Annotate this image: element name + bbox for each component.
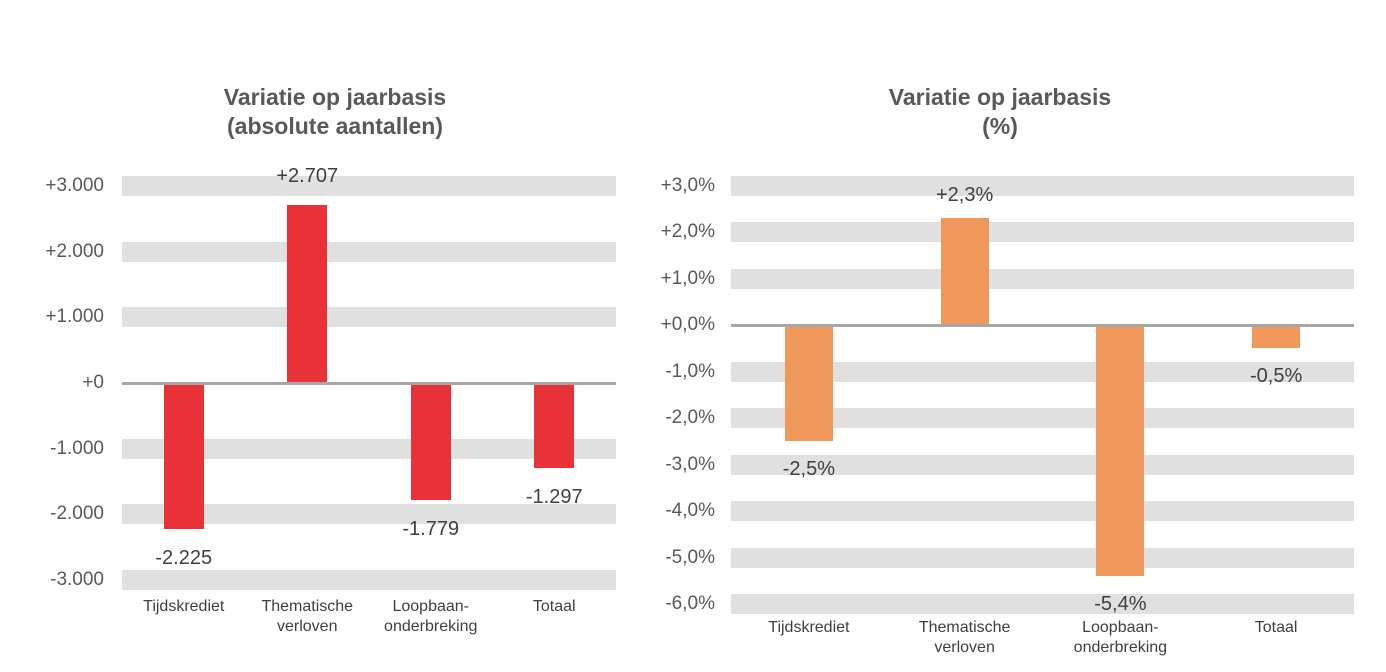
gridline-band xyxy=(731,454,1354,475)
chart-title-line2: (absolute aantallen) xyxy=(227,113,443,139)
gridline-band xyxy=(731,222,1354,242)
y-axis-tick-label: +3,0% xyxy=(660,174,715,196)
gridline-band xyxy=(731,408,1354,428)
gridline-band xyxy=(731,501,1354,521)
bar-value-label: -2,5% xyxy=(782,458,835,481)
gridline-band xyxy=(731,547,1354,568)
gridline-band xyxy=(122,307,616,328)
bar-loopbaanonderbreking xyxy=(1096,325,1145,577)
y-axis-tick-label: +1,0% xyxy=(660,267,715,289)
x-axis-category-label: Tijdskrediet xyxy=(734,618,884,638)
chart-title-line1: Variatie op jaarbasis xyxy=(223,84,447,110)
gridline-band xyxy=(731,361,1354,382)
x-axis-category-label: Totaal xyxy=(479,597,629,617)
x-axis-category-label: Thematische verloven xyxy=(890,618,1040,658)
bar-value-label: +2,3% xyxy=(935,184,994,207)
x-axis-category-label-line: Thematische xyxy=(918,619,1011,636)
x-axis-category-label-line: Totaal xyxy=(532,598,576,615)
bar-value-label: -1.297 xyxy=(525,486,583,509)
chart-title-line2: (%) xyxy=(982,113,1018,139)
gridline-band xyxy=(731,594,1354,614)
y-axis-tick-label: -3.000 xyxy=(50,568,104,590)
y-axis-tick-label: -1.000 xyxy=(50,437,104,459)
gridline-band xyxy=(731,175,1354,196)
y-axis-tick-label: +0 xyxy=(82,372,104,393)
y-axis-tick-label: -3,0% xyxy=(665,453,715,475)
zero-axis-line xyxy=(731,324,1354,327)
x-axis-category-label: Loopbaan-onderbreking xyxy=(1045,618,1195,658)
bar-tijdskrediet xyxy=(784,325,833,442)
chart-title-line1: Variatie op jaarbasis xyxy=(888,84,1112,110)
y-axis-tick-label: +1.000 xyxy=(45,306,104,328)
y-axis-tick-label: -2,0% xyxy=(665,407,715,428)
y-axis-tick-label: +2,0% xyxy=(660,221,715,242)
y-axis-tick-label: -5,0% xyxy=(665,546,715,568)
bar-totaal xyxy=(534,383,575,469)
bar-value-label: -0,5% xyxy=(1250,365,1303,388)
chart-title-percent: Variatie op jaarbasis (%) xyxy=(725,83,1275,141)
bar-totaal xyxy=(1252,325,1301,349)
x-axis-category-label: Tijdskrediet xyxy=(109,597,259,617)
bar-value-label: -1.779 xyxy=(402,517,460,540)
x-axis-category-label-line: Tijdskrediet xyxy=(143,598,225,615)
bar-loopbaanonderbreking xyxy=(410,383,451,500)
x-axis-category-label-line: verloven xyxy=(934,639,995,656)
y-axis-tick-label: -1,0% xyxy=(665,360,715,382)
bar-thematischeverloven xyxy=(287,205,328,383)
chart-title-absolute: Variatie op jaarbasis (absolute aantalle… xyxy=(60,83,610,141)
bar-tijdskrediet xyxy=(163,383,204,529)
x-axis-category-label-line: Loopbaan- xyxy=(392,598,469,615)
y-axis-tick-label: +3.000 xyxy=(45,175,104,197)
bar-thematischeverloven xyxy=(940,218,989,325)
gridline-band xyxy=(122,241,616,262)
y-axis-tick-label: -6,0% xyxy=(665,593,715,614)
zero-axis-line xyxy=(122,382,616,385)
gridline-band xyxy=(122,504,616,525)
gridline-band xyxy=(122,569,616,590)
x-axis-category-label-line: Thematische xyxy=(261,598,354,615)
gridline-band xyxy=(731,268,1354,289)
y-axis-tick-label: +2.000 xyxy=(45,240,104,262)
x-axis-category-label-line: verloven xyxy=(277,618,338,635)
bar-value-label: +2.707 xyxy=(276,165,339,188)
x-axis-category-label: Totaal xyxy=(1201,618,1351,638)
x-axis-category-label: Thematische verloven xyxy=(232,597,382,637)
y-axis-tick-label: +0,0% xyxy=(660,314,715,335)
x-axis-category-label-line: Loopbaan- xyxy=(1082,619,1159,636)
x-axis-category-label-line: Tijdskrediet xyxy=(768,619,850,636)
y-axis-tick-label: -4,0% xyxy=(665,500,715,521)
bar-value-label: -5,4% xyxy=(1094,593,1147,616)
x-axis-category-label-line: onderbreking xyxy=(1073,639,1168,656)
x-axis-category-label-line: Totaal xyxy=(1254,619,1298,636)
gridline-band xyxy=(122,176,616,197)
x-axis-category-label-line: onderbreking xyxy=(384,618,478,635)
bar-value-label: -2.225 xyxy=(155,546,213,569)
x-axis-category-label: Loopbaan-onderbreking xyxy=(356,597,506,637)
y-axis-tick-label: -2.000 xyxy=(50,503,104,525)
gridline-band xyxy=(122,438,616,459)
